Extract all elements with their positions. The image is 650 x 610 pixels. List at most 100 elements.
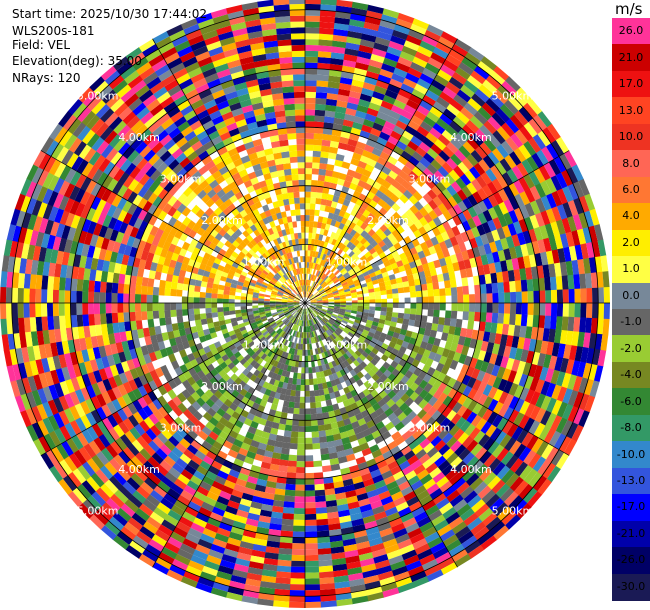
radar-gate [473,111,488,125]
radar-gate [386,198,396,208]
radar-gate [333,278,340,284]
radar-gate [446,333,455,343]
radar-gate [459,268,468,279]
radar-gate [477,212,488,225]
radar-gate [313,472,324,479]
radar-gate [331,287,338,292]
radar-gate [398,303,405,309]
radar-gate [416,409,427,420]
radar-gate [423,213,433,224]
radar-gate [488,332,497,344]
radar-gate [398,135,411,146]
radar-gate [387,155,398,166]
radar-gate [513,371,523,386]
radar-gate [504,303,511,314]
radar-gate [305,15,321,22]
radar-gate [429,106,444,119]
radar-gate [562,303,569,318]
radar-gate [457,200,468,213]
radar-gate [331,275,337,281]
radar-gate [458,242,467,253]
radar-gate [362,169,372,178]
radar-gate [378,207,388,216]
radar-gate [574,288,581,304]
radar-gate [431,79,446,92]
radar-gate [392,332,400,339]
radar-gate [460,84,475,99]
radar-gate [358,244,367,252]
radar-gate [320,4,337,12]
radar-gate [384,160,395,171]
radar-gate [379,365,387,374]
radar-gate [369,272,377,278]
radar-gate [324,175,332,183]
radar-gate [385,315,392,322]
radar-gate [564,150,577,168]
radar-gate [351,79,365,88]
radar-gate [471,178,483,192]
radar-gate [372,91,386,101]
radar-gate [397,312,405,319]
radar-gate [524,188,536,203]
radar-gate [313,291,319,296]
radar-gate [353,116,365,125]
radar-gate [425,178,436,190]
radar-gate [300,379,305,386]
radar-gate [383,385,393,395]
radar-gate [340,303,347,306]
radar-gate [477,330,485,341]
radar-gate [304,408,311,415]
radar-gate [205,302,212,309]
radar-gate [363,365,372,373]
radar-gate [367,4,385,15]
radar-gate [522,102,538,119]
radar-gate [327,212,335,220]
radar-gate [510,291,517,304]
radar-gate [307,292,311,298]
radar-gate [505,454,519,470]
radar-gate [333,189,342,197]
radar-gate [330,219,337,227]
radar-gate [474,447,488,461]
radar-gate [355,340,362,348]
radar-gate [573,197,584,215]
radar-gate [313,139,323,146]
radar-gate [58,289,65,303]
radar-gate [338,290,345,294]
radar-gate [368,341,377,348]
radar-gate [35,316,43,332]
radar-gate [337,197,345,205]
radar-gate [315,513,328,520]
radar-gate [571,164,584,182]
radar-gate [314,109,326,117]
radar-gate [134,302,141,312]
radar-gate [462,385,473,397]
radar-gate [309,268,313,275]
radar-gate [313,133,323,140]
radar-gate [478,321,486,332]
radar-gate [0,318,8,335]
radar-gate [325,199,333,207]
radar-gate [410,135,423,147]
radar-gate [323,316,329,322]
radar-gate [487,181,499,195]
radar-gate [399,328,407,336]
radar-gate [320,198,328,206]
radar-gate [302,349,305,356]
radar-gate [324,285,330,291]
radar-gate [330,52,345,60]
radar-gate [315,507,328,514]
radar-gate [352,255,360,263]
radar-gate [437,166,449,178]
radar-gate [390,130,402,141]
radar-gate [491,312,499,324]
radar-gate [532,114,548,131]
radar-gate [383,260,391,268]
radar-gate [291,554,305,562]
radar-gate [496,144,510,159]
radar-gate [514,245,524,259]
radar-gate [375,189,385,199]
radar-gate [354,332,361,339]
radar-gate [432,46,449,60]
radar-gate [563,246,572,262]
